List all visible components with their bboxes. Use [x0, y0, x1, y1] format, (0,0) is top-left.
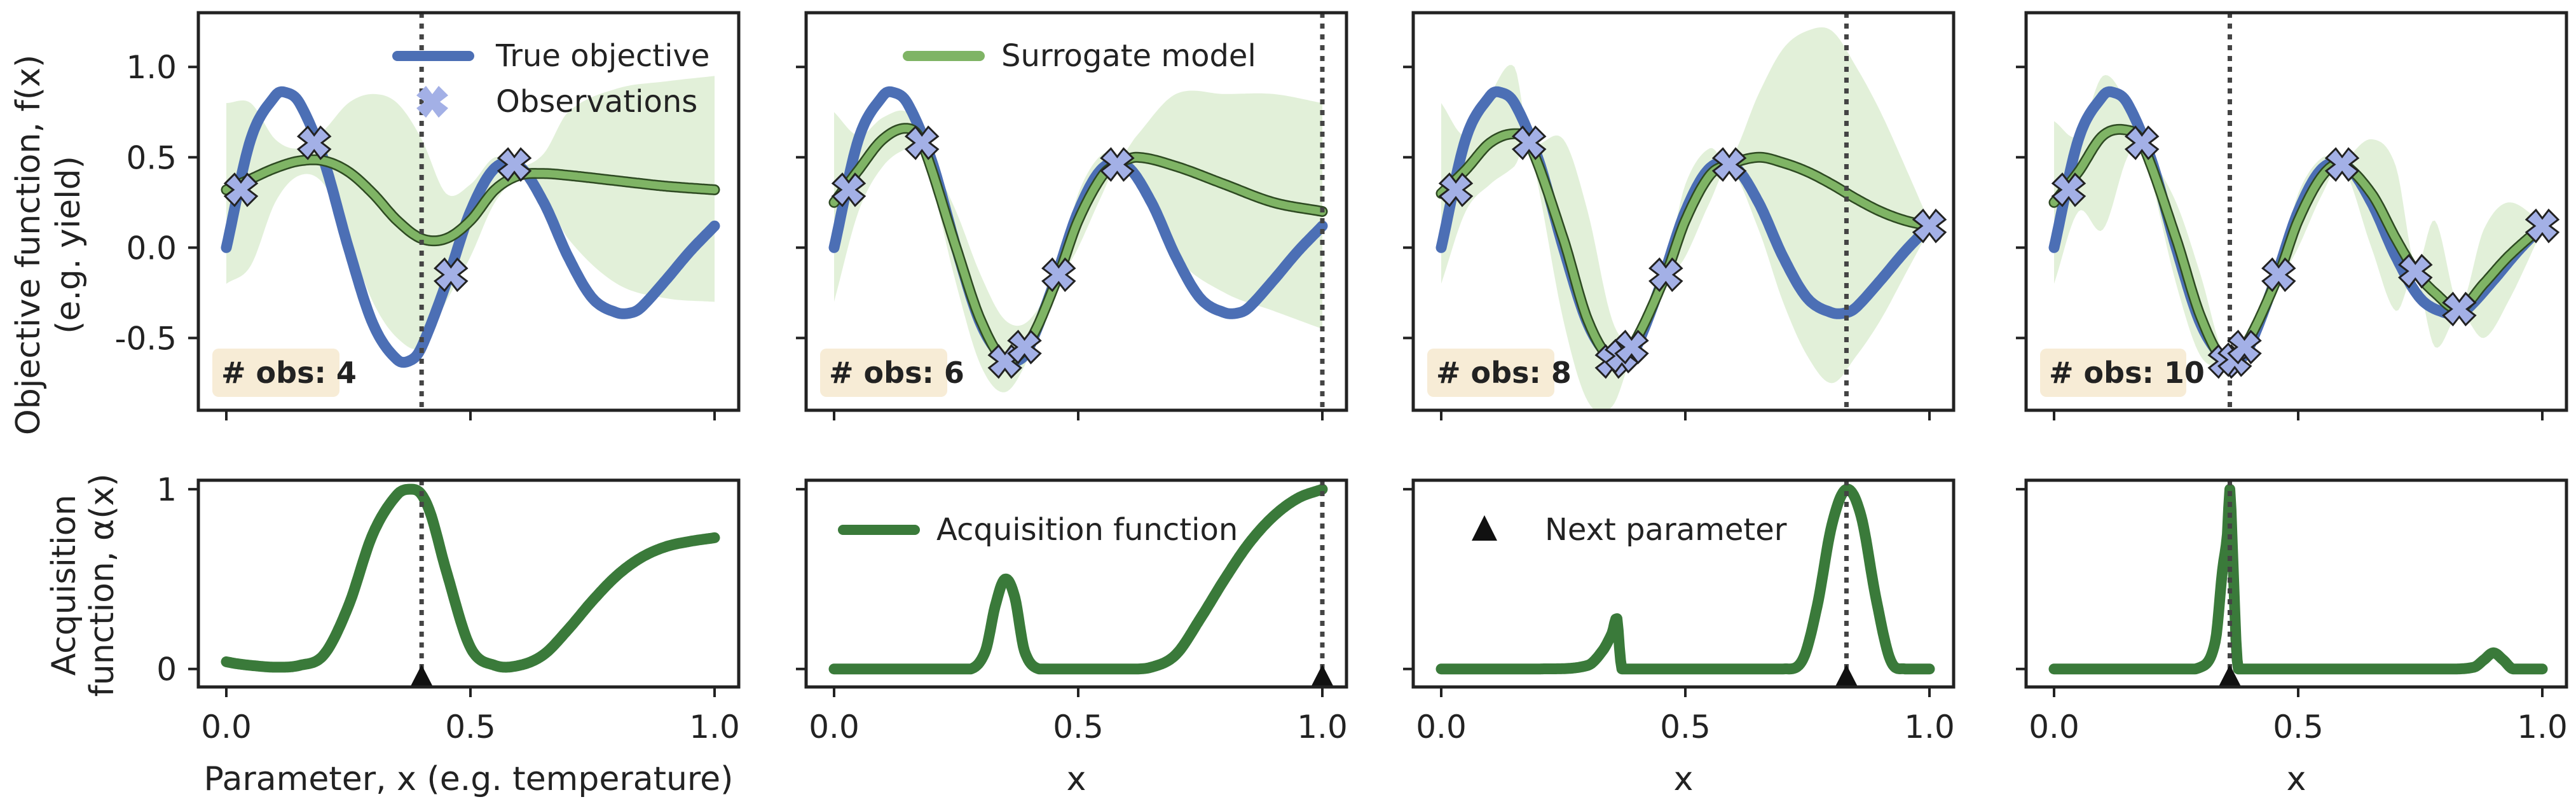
x-tick-label: 1.0	[1904, 709, 1955, 745]
legend-observations: Observations	[416, 84, 697, 120]
observation-marker	[1438, 172, 1474, 207]
observation-marker	[2227, 329, 2262, 364]
x-tick-label: 0.5	[1053, 709, 1104, 745]
legend-next-parameter: Next parameter	[1472, 512, 1787, 548]
obs-count-badge: # obs: 8	[1427, 349, 1572, 397]
legend-next-parameter-label: Next parameter	[1545, 512, 1787, 548]
obs-count-badge: # obs: 10	[2040, 349, 2205, 397]
x-tick-label: 0.0	[809, 709, 860, 745]
y-tick-label: -0.5	[114, 320, 177, 357]
acquisition-line	[828, 483, 1328, 675]
obs-count-badge: # obs: 4	[212, 349, 357, 397]
legend-acquisition: Acquisition function	[838, 512, 1238, 548]
observation-marker	[2324, 147, 2360, 182]
surrogate-mean-line	[223, 156, 718, 245]
y-tick-label: 0.5	[126, 139, 177, 176]
acquisition-panel-frame	[2024, 478, 2568, 689]
objective-panel-frame	[804, 11, 1348, 412]
observation-marker	[1007, 329, 1042, 364]
true-objective-line	[221, 86, 720, 368]
y-tick-label: 0.0	[126, 230, 177, 267]
observation-marker	[1711, 147, 1747, 182]
acquisition-panel-1: 0 1 0.0 0.5 1.0 Parameter, x (e.g. temperatur…	[156, 471, 741, 798]
y-tick-label: 1.0	[126, 49, 177, 86]
acquisition-panel-frame	[196, 478, 741, 689]
x-tick-label: 1.0	[1297, 709, 1348, 745]
x-axis-label: Parameter, x (e.g. temperature)	[204, 760, 734, 798]
acquisition-panel-frame	[1411, 478, 1956, 689]
x-tick-label: 0.0	[1416, 709, 1467, 745]
observation-marker	[497, 147, 532, 182]
objective-panel-1: # obs: 4 -0.5 0.0 0.5 1.0	[114, 11, 741, 420]
y-tick-label: 0	[156, 651, 177, 688]
legend-surrogate-label: Surrogate model	[1001, 38, 1256, 74]
legend-true-objective-label: True objective	[495, 38, 709, 74]
objective-panel-frame	[1411, 11, 1956, 412]
objective-panel-4: # obs: 10	[2016, 11, 2568, 420]
observation-marker	[1100, 147, 1135, 182]
acquisition-panel-4: 0.0 0.5 1.0 x	[2016, 478, 2568, 798]
observation-marker	[2442, 291, 2477, 327]
observation-marker	[1648, 257, 1683, 293]
surrogate-uncertainty-band	[834, 90, 1322, 392]
observation-marker	[2051, 172, 2086, 207]
observation-marker	[296, 125, 332, 160]
obs-count-badge: # obs: 6	[820, 349, 964, 397]
objective-panel-2: # obs: 6	[796, 11, 1348, 420]
acquisition-line	[2048, 483, 2548, 675]
objective-panel-3: # obs: 8	[1403, 11, 1956, 420]
acquisition-panel-2: 0.0 0.5 1.0 x	[796, 478, 1348, 798]
x-tick-label: 1.0	[689, 709, 740, 745]
ylabel-bottom-sub: function, α(x)	[83, 473, 121, 697]
next-parameter-marker	[1835, 665, 1858, 687]
obs-count-label: # obs: 4	[221, 356, 357, 390]
observation-marker	[1511, 125, 1547, 160]
legend-observations-label: Observations	[496, 84, 697, 120]
ylabel-top: Objective function, f(x)	[10, 55, 48, 435]
observation-marker	[434, 257, 469, 293]
observation-marker	[1041, 257, 1076, 293]
acquisition-line	[221, 483, 720, 673]
objective-panel-frame	[196, 11, 741, 412]
x-axis-label: x	[2287, 760, 2306, 798]
x-axis-label: x	[1067, 760, 1086, 798]
observation-marker	[2525, 208, 2560, 244]
observation-marker	[831, 172, 867, 207]
obs-count-label: # obs: 10	[2049, 356, 2205, 390]
observation-marker	[2398, 254, 2433, 289]
legend-true-objective: True objective	[392, 38, 709, 74]
acquisition-panel-frame	[804, 478, 1348, 689]
legend-surrogate: Surrogate model	[903, 38, 1256, 74]
acquisition-panel-3: 0.0 0.5 1.0 x	[1403, 478, 1956, 798]
x-tick-label: 0.5	[1660, 709, 1711, 745]
next-parameter-marker	[410, 665, 434, 687]
next-parameter-marker	[2218, 665, 2242, 687]
observation-marker	[223, 172, 259, 207]
y-tick-label: 1	[156, 471, 177, 508]
objective-panel-frame	[2024, 11, 2568, 412]
obs-count-label: # obs: 8	[1436, 356, 1572, 390]
x-tick-label: 0.0	[201, 709, 252, 745]
x-tick-label: 0.0	[2029, 709, 2079, 745]
ylabel-top-sub: (e.g. yield)	[50, 156, 88, 334]
observation-marker	[904, 125, 940, 160]
x-tick-label: 1.0	[2517, 709, 2568, 745]
observation-marker	[2124, 125, 2160, 160]
obs-count-label: # obs: 6	[829, 356, 964, 390]
acquisition-line	[1435, 483, 1935, 675]
x-tick-label: 0.5	[2273, 709, 2324, 745]
legend-acquisition-label: Acquisition function	[936, 512, 1238, 548]
ylabel-bottom: Acquisition	[45, 495, 83, 676]
x-axis-label: x	[1674, 760, 1694, 798]
x-tick-label: 0.5	[445, 709, 496, 745]
legend-next-parameter-marker	[1472, 515, 1497, 541]
next-parameter-marker	[1311, 665, 1334, 687]
observation-marker	[1912, 208, 1947, 244]
legend-observation-marker	[416, 86, 448, 118]
observation-marker	[1614, 329, 1649, 364]
observation-marker	[2261, 257, 2296, 293]
